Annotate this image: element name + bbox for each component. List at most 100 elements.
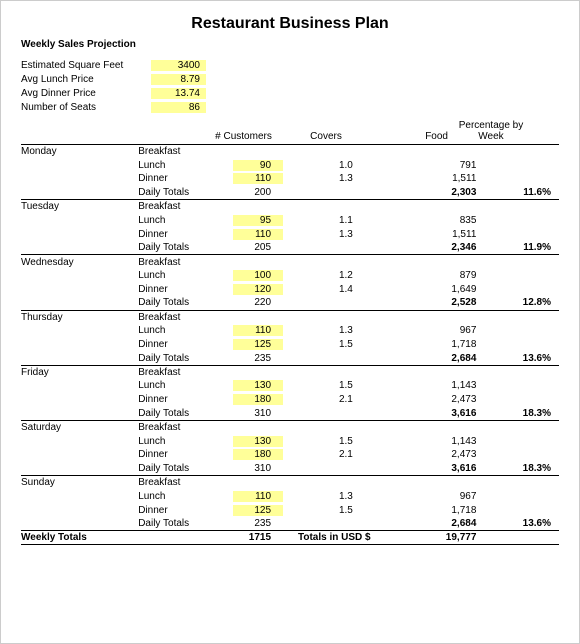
table-row: TuesdayBreakfast (21, 200, 559, 214)
customers-cell (218, 200, 298, 214)
day-cell (21, 407, 138, 421)
meal-cell: Lunch (138, 213, 218, 227)
pct-cell (484, 158, 559, 172)
food-cell: 1,511 (394, 172, 485, 186)
day-cell (21, 338, 138, 352)
food-cell (394, 200, 485, 214)
customers-cell (218, 476, 298, 490)
customers-cell (218, 420, 298, 434)
day-cell (21, 282, 138, 296)
day-cell: Saturday (21, 420, 138, 434)
weekly-customers: 1715 (218, 531, 298, 545)
food-cell: 835 (394, 213, 485, 227)
pct-cell (484, 489, 559, 503)
subtitle: Weekly Sales Projection (21, 39, 559, 50)
table-row: MondayBreakfast (21, 145, 559, 159)
food-cell: 2,473 (394, 448, 485, 462)
table-row: Lunch1101.3967 (21, 489, 559, 503)
pct-cell (484, 379, 559, 393)
pct-cell: 11.6% (484, 186, 559, 200)
table-row: Dinner1101.31,511 (21, 227, 559, 241)
day-cell (21, 517, 138, 531)
customers-cell: 220 (218, 296, 298, 310)
covers-cell (298, 186, 394, 200)
customers-cell: 110 (218, 227, 298, 241)
covers-cell (298, 365, 394, 379)
pct-cell (484, 255, 559, 269)
day-cell: Friday (21, 365, 138, 379)
customers-cell: 200 (218, 186, 298, 200)
food-cell: 2,473 (394, 393, 485, 407)
table-row: Lunch1301.51,143 (21, 379, 559, 393)
covers-cell (298, 200, 394, 214)
pct-cell: 13.6% (484, 351, 559, 365)
food-cell: 1,718 (394, 338, 485, 352)
meal-cell: Daily Totals (138, 517, 218, 531)
covers-cell: 1.5 (298, 503, 394, 517)
food-cell (394, 476, 485, 490)
covers-cell: 1.2 (298, 269, 394, 283)
day-cell (21, 448, 138, 462)
assumption-row: Number of Seats86 (21, 100, 559, 114)
customers-cell: 110 (218, 324, 298, 338)
covers-cell: 1.5 (298, 379, 394, 393)
covers-cell: 1.3 (298, 172, 394, 186)
day-cell (21, 227, 138, 241)
meal-cell: Breakfast (138, 365, 218, 379)
pct-cell (484, 338, 559, 352)
meal-cell: Breakfast (138, 476, 218, 490)
customers-cell (218, 145, 298, 159)
meal-cell: Lunch (138, 158, 218, 172)
food-cell (394, 255, 485, 269)
pct-cell: 18.3% (484, 462, 559, 476)
covers-cell: 1.3 (298, 227, 394, 241)
assumption-label: Avg Dinner Price (21, 88, 151, 99)
day-cell (21, 158, 138, 172)
food-cell: 2,528 (394, 296, 485, 310)
table-row: WednesdayBreakfast (21, 255, 559, 269)
table-row: Dinner1802.12,473 (21, 448, 559, 462)
covers-cell: 1.5 (298, 338, 394, 352)
header-pct: Percentage by Week (456, 120, 526, 142)
food-cell: 2,684 (394, 517, 485, 531)
assumption-label: Estimated Square Feet (21, 60, 151, 71)
weekly-food: 19,777 (394, 531, 485, 545)
covers-cell (298, 517, 394, 531)
day-cell (21, 172, 138, 186)
covers-cell: 1.3 (298, 489, 394, 503)
customers-cell: 205 (218, 241, 298, 255)
food-cell: 2,684 (394, 351, 485, 365)
meal-cell: Dinner (138, 172, 218, 186)
meal-cell: Breakfast (138, 255, 218, 269)
pct-cell (484, 393, 559, 407)
day-cell: Monday (21, 145, 138, 159)
assumptions-block: Estimated Square Feet3400Avg Lunch Price… (21, 58, 559, 114)
page-title: Restaurant Business Plan (21, 15, 559, 33)
pct-cell (484, 227, 559, 241)
table-row: Lunch951.1835 (21, 213, 559, 227)
day-cell: Sunday (21, 476, 138, 490)
covers-cell: 1.4 (298, 282, 394, 296)
day-cell: Tuesday (21, 200, 138, 214)
table-row: Lunch1001.2879 (21, 269, 559, 283)
assumption-value: 13.74 (151, 88, 206, 99)
weekly-blank (138, 531, 218, 545)
meal-cell: Lunch (138, 434, 218, 448)
customers-cell (218, 365, 298, 379)
covers-cell: 2.1 (298, 448, 394, 462)
pct-cell: 18.3% (484, 407, 559, 421)
covers-cell (298, 241, 394, 255)
pct-cell (484, 420, 559, 434)
pct-cell (484, 324, 559, 338)
table-row: Dinner1251.51,718 (21, 338, 559, 352)
covers-cell (298, 351, 394, 365)
customers-cell: 130 (218, 434, 298, 448)
customers-cell: 120 (218, 282, 298, 296)
pct-cell: 12.8% (484, 296, 559, 310)
customers-cell: 100 (218, 269, 298, 283)
pct-cell (484, 145, 559, 159)
meal-cell: Breakfast (138, 420, 218, 434)
meal-cell: Lunch (138, 379, 218, 393)
pct-cell (484, 365, 559, 379)
meal-cell: Daily Totals (138, 407, 218, 421)
